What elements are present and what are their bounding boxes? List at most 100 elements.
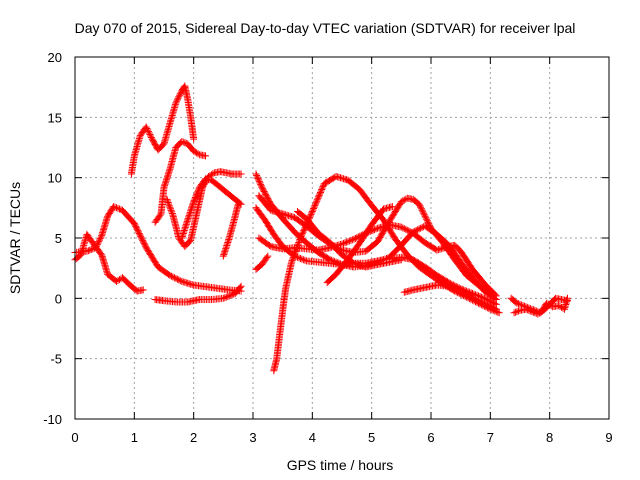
data-point [111, 203, 119, 211]
x-tick-label: 8 [546, 430, 553, 445]
data-point [301, 256, 309, 264]
data-point [400, 196, 408, 204]
series-arc8 [219, 200, 242, 260]
data-point [317, 189, 324, 196]
data-point [510, 309, 518, 317]
data-point [470, 294, 478, 302]
data-point [516, 300, 524, 308]
data-point [318, 186, 326, 193]
series-arc7 [178, 175, 245, 242]
data-point [228, 291, 236, 299]
data-point [114, 277, 122, 284]
data-point [313, 196, 321, 204]
data-point [86, 246, 94, 254]
data-point [326, 256, 334, 264]
data-point [479, 298, 487, 306]
data-point [263, 254, 271, 261]
series-arc9 [252, 252, 272, 273]
data-point [165, 200, 173, 208]
data-point [193, 149, 201, 157]
data-point [405, 227, 413, 235]
data-point [143, 125, 151, 132]
data-point [477, 298, 485, 306]
data-point [116, 205, 123, 213]
data-point [156, 211, 164, 219]
data-point [406, 228, 414, 236]
data-point [147, 134, 155, 141]
data-point [222, 293, 230, 301]
data-point [472, 295, 479, 303]
data-point [256, 179, 264, 187]
data-point [219, 294, 227, 302]
data-point [292, 253, 300, 261]
data-point [254, 175, 262, 182]
data-point [190, 147, 198, 155]
data-point [96, 235, 104, 243]
series-arc13 [255, 192, 494, 297]
data-point [141, 241, 149, 249]
data-point [173, 96, 181, 104]
data-point [295, 239, 303, 246]
data-point [399, 197, 407, 205]
data-point [525, 306, 533, 314]
data-point [308, 209, 316, 217]
x-axis-label: GPS time / hours [287, 457, 394, 473]
data-point [84, 247, 92, 255]
data-point [341, 239, 349, 247]
data-point [315, 193, 323, 201]
data-markers [71, 82, 571, 375]
x-tick-label: 0 [71, 430, 78, 445]
data-point [319, 183, 327, 191]
data-point [422, 214, 430, 222]
data-point [486, 302, 494, 310]
data-point [332, 258, 340, 266]
data-point [399, 224, 407, 232]
data-point [526, 307, 534, 315]
data-point [423, 217, 431, 225]
data-point [95, 238, 103, 246]
data-point [113, 277, 120, 285]
data-point [425, 220, 433, 228]
data-point [315, 191, 323, 199]
data-point [416, 202, 424, 210]
data-point [316, 190, 324, 198]
data-point [295, 254, 303, 262]
y-tick-label: 5 [55, 231, 62, 246]
data-point [371, 226, 379, 234]
data-point [299, 256, 307, 264]
data-point [424, 218, 432, 226]
data-point [403, 226, 411, 234]
data-point [534, 310, 542, 318]
series-arc16 [323, 203, 396, 287]
data-point [139, 286, 147, 294]
data-point [110, 203, 118, 211]
data-point [331, 258, 339, 265]
data-point [147, 132, 155, 140]
data-point [314, 194, 322, 202]
data-point [146, 131, 154, 138]
data-point [288, 257, 296, 265]
data-point [417, 224, 425, 232]
data-point [175, 93, 183, 101]
data-point [224, 293, 232, 300]
data-point [259, 186, 267, 194]
y-tick-label: -5 [50, 352, 62, 367]
data-point [415, 200, 423, 208]
data-point [345, 237, 353, 245]
data-point [537, 308, 545, 316]
data-point [476, 297, 484, 305]
data-point [114, 204, 122, 212]
data-point [237, 170, 245, 178]
data-point [191, 148, 199, 156]
data-point [168, 210, 176, 217]
data-point [264, 252, 272, 260]
data-point [342, 238, 350, 246]
data-point [135, 228, 142, 236]
data-point [512, 308, 520, 316]
data-point [483, 301, 491, 309]
data-point [307, 210, 315, 218]
data-point [194, 150, 202, 158]
data-point [299, 228, 307, 236]
data-point [338, 240, 346, 248]
data-point [190, 198, 198, 206]
